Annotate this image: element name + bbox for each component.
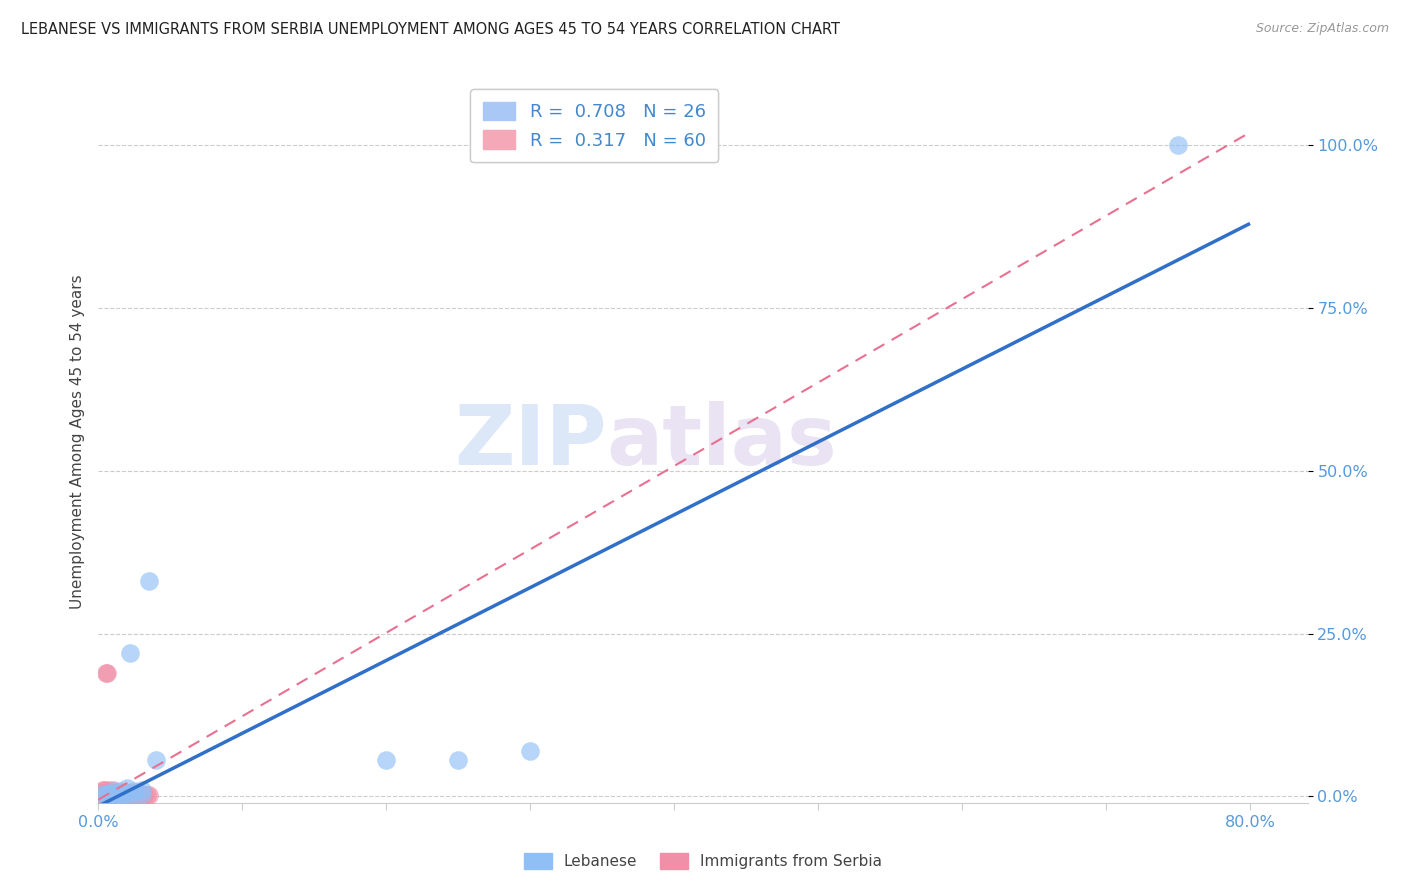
- Point: [100, 788, 122, 802]
- Point: [118, 788, 141, 802]
- Point: [101, 784, 124, 798]
- Point: [112, 788, 135, 802]
- Point: [101, 788, 124, 802]
- Point: [124, 788, 146, 802]
- Point: [124, 788, 146, 802]
- Point: [105, 786, 128, 800]
- Point: [134, 788, 156, 802]
- Point: [91, 786, 114, 800]
- Point: [127, 788, 149, 802]
- Point: [97, 788, 120, 802]
- Point: [96, 665, 118, 680]
- Point: [122, 788, 145, 802]
- Point: [519, 744, 541, 758]
- Point: [104, 788, 127, 802]
- Point: [100, 788, 122, 802]
- Point: [115, 788, 138, 802]
- Point: [138, 788, 160, 802]
- Point: [97, 788, 120, 802]
- Point: [91, 783, 114, 797]
- Point: [110, 786, 132, 800]
- Point: [101, 783, 124, 797]
- Legend: R =  0.708   N = 26, R =  0.317   N = 60: R = 0.708 N = 26, R = 0.317 N = 60: [470, 89, 718, 162]
- Point: [94, 665, 117, 680]
- Point: [111, 786, 134, 800]
- Point: [108, 784, 131, 798]
- Point: [112, 788, 135, 802]
- Point: [98, 786, 121, 800]
- Point: [96, 788, 118, 802]
- Point: [131, 788, 153, 802]
- Point: [447, 754, 470, 768]
- Point: [120, 646, 142, 660]
- Point: [104, 788, 127, 802]
- Point: [120, 786, 142, 800]
- Point: [128, 788, 150, 802]
- Point: [375, 754, 398, 768]
- Point: [124, 784, 146, 798]
- Point: [101, 788, 124, 802]
- Text: atlas: atlas: [606, 401, 837, 482]
- Text: ZIP: ZIP: [454, 401, 606, 482]
- Point: [136, 788, 159, 802]
- Point: [114, 786, 136, 800]
- Point: [128, 786, 150, 800]
- Point: [138, 574, 160, 589]
- Point: [98, 788, 121, 802]
- Point: [111, 788, 134, 802]
- Point: [103, 788, 125, 802]
- Point: [131, 788, 153, 802]
- Point: [107, 788, 129, 802]
- Legend: Lebanese, Immigrants from Serbia: Lebanese, Immigrants from Serbia: [517, 847, 889, 875]
- Y-axis label: Unemployment Among Ages 45 to 54 years: Unemployment Among Ages 45 to 54 years: [69, 274, 84, 609]
- Point: [120, 788, 142, 802]
- Point: [112, 786, 135, 800]
- Point: [90, 788, 112, 802]
- Point: [97, 783, 120, 797]
- Point: [129, 788, 152, 802]
- Point: [94, 788, 117, 802]
- Point: [115, 781, 138, 796]
- Point: [115, 788, 138, 802]
- Point: [124, 786, 146, 800]
- Point: [96, 786, 118, 800]
- Point: [94, 786, 117, 800]
- Point: [100, 786, 122, 800]
- Point: [108, 786, 131, 800]
- Point: [132, 788, 155, 802]
- Point: [105, 788, 128, 802]
- Point: [104, 786, 127, 800]
- Point: [91, 788, 114, 802]
- Point: [108, 788, 131, 802]
- Point: [91, 788, 114, 802]
- Point: [125, 788, 148, 802]
- Point: [145, 754, 167, 768]
- Point: [101, 786, 124, 800]
- Point: [115, 786, 138, 800]
- Point: [114, 788, 136, 802]
- Point: [105, 788, 128, 802]
- Point: [89, 788, 111, 802]
- Point: [98, 788, 121, 802]
- Point: [108, 788, 131, 802]
- Point: [111, 788, 134, 802]
- Text: LEBANESE VS IMMIGRANTS FROM SERBIA UNEMPLOYMENT AMONG AGES 45 TO 54 YEARS CORREL: LEBANESE VS IMMIGRANTS FROM SERBIA UNEMP…: [21, 22, 841, 37]
- Point: [121, 788, 143, 802]
- Point: [1167, 138, 1189, 153]
- Point: [90, 786, 112, 800]
- Point: [93, 786, 115, 800]
- Point: [97, 786, 120, 800]
- Point: [93, 788, 115, 802]
- Point: [93, 783, 115, 797]
- Point: [94, 788, 117, 802]
- Point: [110, 788, 132, 802]
- Point: [131, 782, 153, 797]
- Text: Source: ZipAtlas.com: Source: ZipAtlas.com: [1256, 22, 1389, 36]
